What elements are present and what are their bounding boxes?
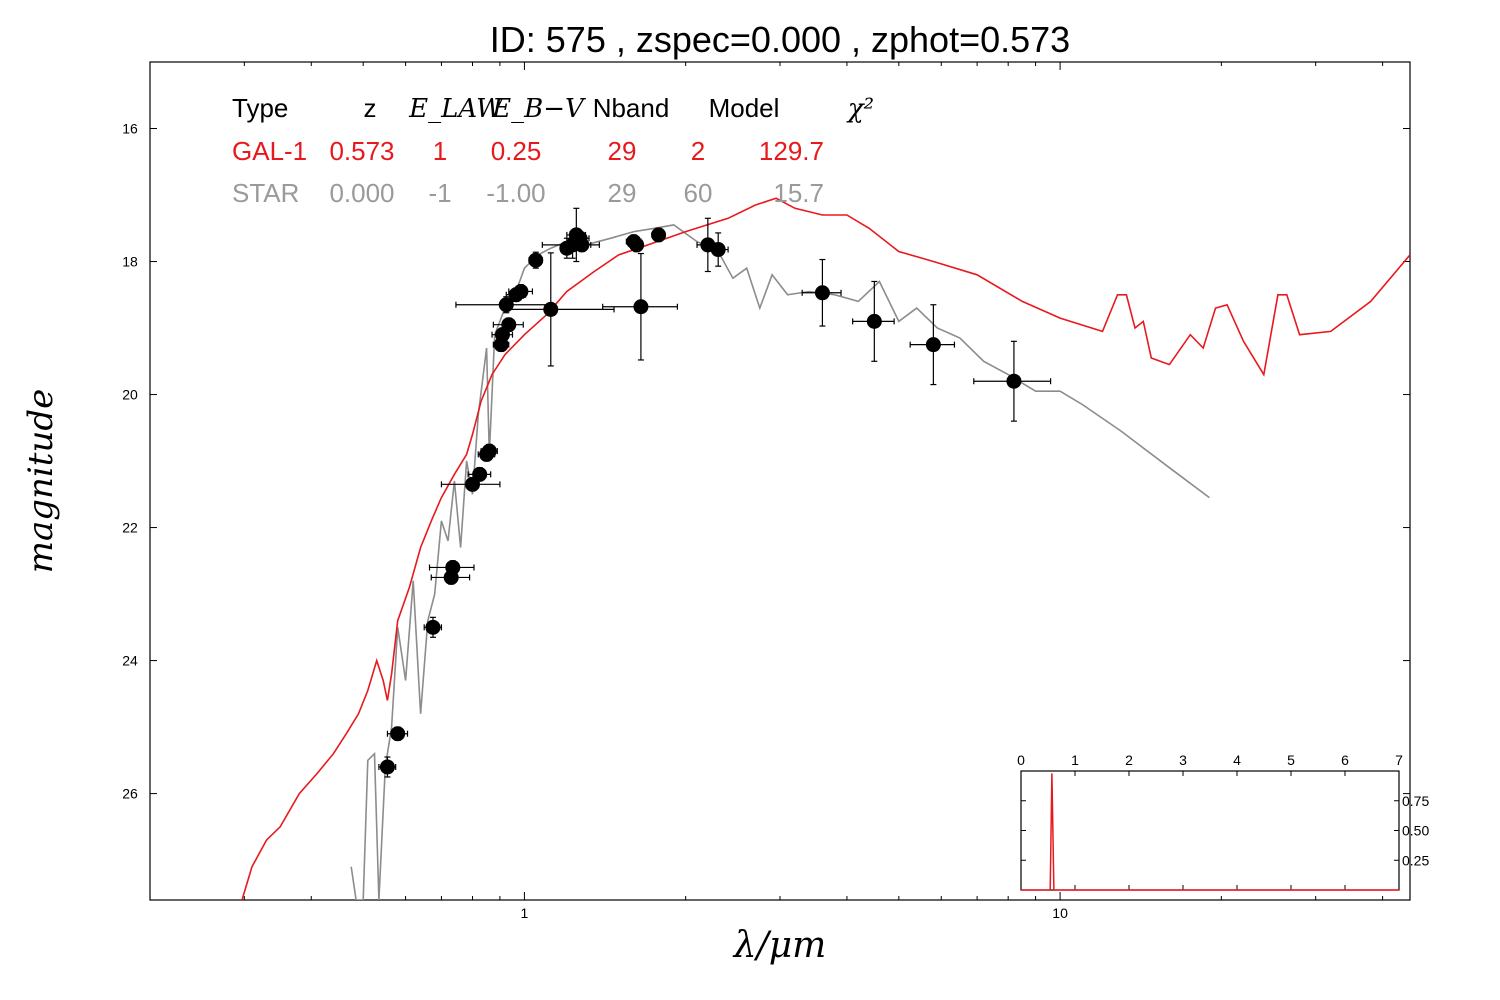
data-point [430,569,471,585]
inset-y-tick-label: 0.50 [1402,823,1429,839]
pdz-inset: 0 1 2 3 4 5 6 7 0.25 0.50 0.75 [1017,752,1429,891]
table-cell-nband: 29 [608,178,637,208]
table-cell-nband: 29 [608,136,637,166]
x-tick-label: 1 [521,905,529,921]
data-point [423,616,443,638]
data-point [455,296,553,314]
table-cell-chi2: 15.7 [773,178,824,208]
table-header: Model [709,93,780,123]
y-axis-label: magnitude [21,389,61,574]
inset-x-tick-label: 2 [1125,752,1133,768]
data-point [492,317,524,333]
table-cell-ebv: 0.25 [491,136,542,166]
y-tick-label: 20 [122,387,138,403]
data-point [378,756,397,778]
inset-frame [1020,770,1400,891]
table-cell-type: STAR [232,178,299,208]
table-cell-chi2: 129.7 [759,136,824,166]
inset-y-tick-label: 0.25 [1402,852,1429,868]
table-header: Nband [593,93,670,123]
data-point [508,283,534,299]
table-header: E_LAW [408,94,505,124]
data-point [651,227,667,243]
table-header: Type [232,93,288,123]
table-header: E_B−V [491,94,586,124]
data-point [973,340,1052,422]
data-point [707,232,729,267]
observed-photometry [378,207,1052,778]
data-point [504,252,615,367]
table-cell-z: 0.000 [329,178,394,208]
y-tick-label: 22 [122,520,138,536]
inset-x-tick-label: 0 [1017,752,1025,768]
inset-y-tick-label: 0.75 [1402,793,1429,809]
data-point [467,466,492,482]
data-point [801,258,842,327]
table-cell-z: 0.573 [329,136,394,166]
y-tick-label: 24 [122,653,138,669]
data-point [386,726,409,742]
y-tick-label: 18 [122,254,138,270]
table-header: z [364,93,377,123]
inset-x-tick-label: 1 [1071,752,1079,768]
chart-title: ID: 575 , zspec=0.000 , zphot=0.573 [490,19,1070,60]
inset-x-tick-label: 7 [1395,752,1403,768]
series-line-gal-1 [241,197,1410,900]
x-tick-label: 10 [1052,905,1068,921]
inset-x-tick-label: 4 [1233,752,1241,768]
table-cell-elaw: -1 [428,178,451,208]
pdz-curve [1021,773,1399,891]
inset-x-tick-label: 5 [1287,752,1295,768]
data-point [440,476,501,492]
data-point [852,280,895,362]
table-cell-model: 60 [684,178,713,208]
data-point [629,237,645,253]
data-point [528,251,544,269]
table-cell-type: GAL-1 [232,136,307,166]
table-cell-model: 2 [691,136,705,166]
table-cell-elaw: 1 [433,136,447,166]
table-header: χ² [846,94,874,124]
table-cell-ebv: -1.00 [486,178,545,208]
data-point [602,252,678,361]
inset-x-tick-label: 3 [1179,752,1187,768]
data-point [477,446,496,462]
data-point [909,304,956,386]
data-point [571,237,592,253]
x-axis-label: λ/μm [732,925,826,966]
inset-x-tick-label: 6 [1341,752,1349,768]
data-point [491,327,514,343]
y-tick-label: 16 [122,121,138,137]
y-tick-label: 26 [122,786,138,802]
